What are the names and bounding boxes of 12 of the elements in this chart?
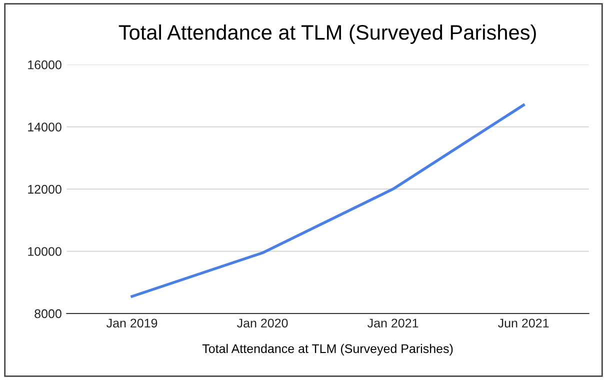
x-tick-label: Jan 2019 [106, 318, 158, 328]
y-tick-label: 12000 [28, 184, 62, 194]
y-tick-label: 16000 [28, 60, 62, 70]
x-axis-title: Total Attendance at TLM (Surveyed Parishes) [202, 344, 453, 356]
y-tick-label: 8000 [34, 309, 62, 318]
x-tick-label: Jan 2020 [237, 318, 288, 328]
x-tick-label: Jun 2021 [498, 318, 549, 328]
x-tick-label: Jan 2021 [368, 318, 418, 328]
y-tick-label: 14000 [28, 122, 62, 132]
line-series [130, 104, 525, 298]
y-tick-label: 10000 [28, 247, 62, 256]
chart-title: Total Attendance at TLM (Surveyed Parishes) [118, 24, 536, 44]
